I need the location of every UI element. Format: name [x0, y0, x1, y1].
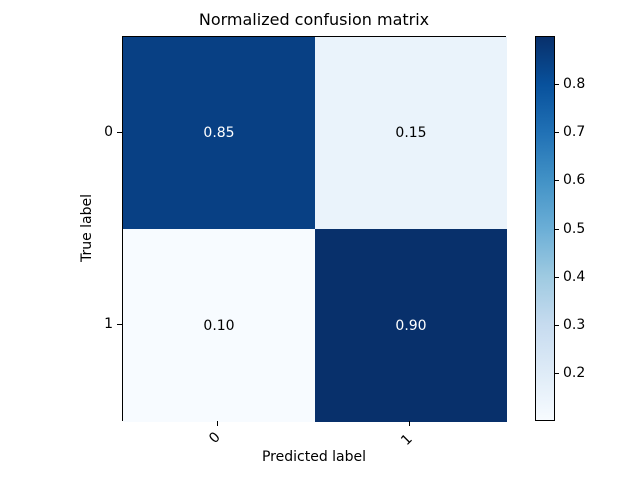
y-tick-label-0: 0 [104, 124, 113, 140]
matrix-cell-true1-pred0: 0.10 [123, 229, 315, 422]
x-tick-label-0: 0 [206, 429, 224, 447]
colorbar-tick-label-3: 0.5 [563, 221, 586, 237]
colorbar-tick-label-1: 0.7 [563, 124, 586, 140]
y-axis-label: True label [79, 193, 95, 263]
matrix-cell-true0-pred0: 0.85 [123, 37, 315, 229]
colorbar-tick-mark-0 [555, 84, 559, 85]
x-axis-label: Predicted label [261, 449, 367, 465]
x-tick-mark-0 [217, 421, 218, 426]
y-tick-mark-0 [117, 132, 122, 133]
colorbar-tick-label-0: 0.8 [563, 76, 586, 92]
matrix-cell-true1-pred1: 0.90 [315, 229, 507, 422]
colorbar-tick-mark-1 [555, 132, 559, 133]
heatmap-matrix: 0.85 0.15 0.10 0.90 [122, 36, 507, 422]
chart-title: Normalized confusion matrix [198, 10, 430, 29]
colorbar-tick-mark-3 [555, 229, 559, 230]
y-tick-label-1: 1 [104, 316, 113, 332]
colorbar-tick-label-4: 0.4 [563, 269, 586, 285]
y-tick-mark-1 [117, 324, 122, 325]
colorbar-tick-label-5: 0.3 [563, 317, 586, 333]
colorbar-tick-label-6: 0.2 [563, 365, 586, 381]
colorbar-tick-mark-5 [555, 325, 559, 326]
colorbar-gradient [535, 36, 555, 421]
colorbar-tick-mark-6 [555, 373, 559, 374]
colorbar-tick-label-2: 0.6 [563, 172, 586, 188]
colorbar-tick-mark-2 [555, 180, 559, 181]
x-tick-label-1: 1 [398, 431, 416, 449]
matrix-cell-true0-pred1: 0.15 [315, 37, 507, 229]
colorbar-tick-mark-4 [555, 277, 559, 278]
x-tick-mark-1 [409, 421, 410, 426]
